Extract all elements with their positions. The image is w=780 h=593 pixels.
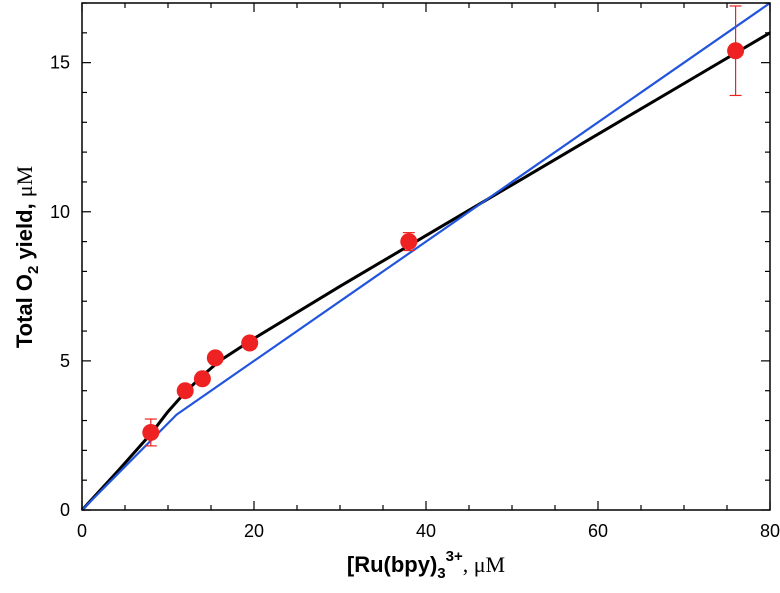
- x-tick-label: 60: [588, 521, 608, 541]
- data-point: [400, 233, 418, 251]
- plot-lines: [80, 2, 771, 512]
- plot-points: [142, 5, 745, 447]
- data-point: [176, 382, 194, 400]
- data-point: [142, 423, 160, 441]
- data-point: [727, 42, 745, 60]
- x-tick-label: 80: [760, 521, 780, 541]
- x-tick-label: 40: [416, 521, 436, 541]
- tick-labels: 0 20 40 60 80 0 5 10 15: [50, 53, 780, 541]
- fit-line-1: [80, 31, 771, 512]
- y-tick-label: 10: [50, 202, 70, 222]
- plot-frame: [81, 2, 771, 511]
- y-tick-label: 0: [60, 500, 70, 520]
- y-tick-label: 5: [60, 351, 70, 371]
- data-point: [193, 370, 211, 388]
- axis-ticks: [81, 2, 771, 511]
- y-tick-label: 15: [50, 53, 70, 73]
- y-axis-title: Total O2 yield, μM: [12, 166, 42, 348]
- x-tick-label: 20: [244, 521, 264, 541]
- x-axis-title: [Ru(bpy)33+, μM: [347, 548, 505, 582]
- fit-line-2: [81, 2, 771, 511]
- data-point: [206, 349, 224, 367]
- data-point: [241, 334, 259, 352]
- x-tick-label: 0: [77, 521, 87, 541]
